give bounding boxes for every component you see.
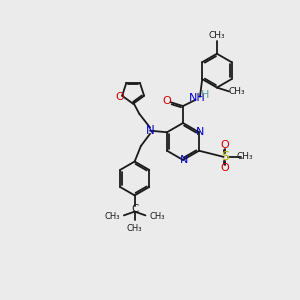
Text: O: O	[221, 164, 230, 173]
Text: H: H	[200, 89, 209, 100]
Text: O: O	[221, 140, 230, 150]
Text: N: N	[146, 124, 154, 137]
Text: CH₃: CH₃	[149, 212, 165, 221]
Text: N: N	[196, 127, 204, 137]
Text: O: O	[163, 96, 171, 106]
Text: N: N	[180, 155, 188, 165]
Text: CH₃: CH₃	[127, 224, 142, 233]
Text: CH₃: CH₃	[208, 31, 225, 40]
Text: O: O	[116, 92, 124, 101]
Text: CH₃: CH₃	[105, 212, 120, 221]
Text: CH₃: CH₃	[236, 152, 253, 161]
Text: CH₃: CH₃	[229, 87, 245, 96]
Text: S: S	[221, 150, 229, 164]
Text: C: C	[131, 204, 138, 214]
Text: NH: NH	[188, 93, 205, 103]
